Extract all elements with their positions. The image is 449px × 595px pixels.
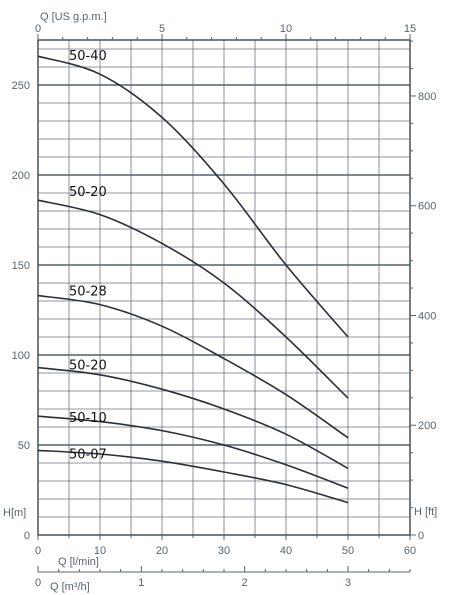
curve-label-50-40: 50-40 — [69, 49, 107, 64]
x-m3h-tick-label: 2 — [242, 577, 248, 589]
x-tick-label: 20 — [156, 545, 168, 557]
x-top-tick-label: 5 — [159, 23, 165, 35]
x-top-tick-label: 10 — [280, 23, 292, 35]
y-tick-label: 100 — [12, 350, 30, 362]
x-tick-label: 0 — [35, 545, 41, 557]
y-tick-label: 50 — [18, 440, 30, 452]
x-axis-title: Q [l/min] — [58, 556, 99, 568]
x-tick-label: 30 — [218, 545, 230, 557]
y-right-tick-label: 200 — [418, 420, 436, 432]
y-right-tick-label: 0 — [418, 530, 424, 542]
x-m3h-tick-label: 1 — [138, 577, 144, 589]
y-axis-left-ticks: 0 50 100 150 200 250 — [12, 80, 30, 542]
y-tick-label: 150 — [12, 260, 30, 272]
curve-50-10 — [37, 415, 349, 489]
y-tick-label: 250 — [12, 80, 30, 92]
x-top-axis-title: Q [US g.p.m.] — [40, 11, 107, 23]
y-right-tick-label: 400 — [418, 310, 436, 322]
curve-50-40 — [37, 55, 349, 338]
x-axis-top-ticks: 0 5 10 15 — [35, 23, 416, 35]
x-tick-label: 10 — [94, 545, 106, 557]
curve-label-50-10: 50-10 — [69, 411, 107, 426]
curve-50-07 — [37, 449, 349, 504]
grid-major — [38, 84, 410, 446]
y-axis-right-ticks: 0 200 400 600 800 — [418, 91, 436, 542]
x-m3h-tick-label: 3 — [345, 577, 351, 589]
curve-50-20 — [37, 366, 349, 470]
y-tick-label: 0 — [24, 530, 30, 542]
performance-curves — [37, 55, 349, 504]
x-axis-m3h-ticks: 0 1 2 3 — [35, 577, 351, 589]
y-tick-label: 200 — [12, 170, 30, 182]
x-m3h-tick-label: 0 — [35, 577, 41, 589]
x-top-tick-label: 15 — [404, 23, 416, 35]
y-axis-title: H[m] — [3, 507, 26, 519]
y-right-axis-title: H [ft] — [414, 506, 437, 518]
x-axis-bottom-ticks: 0 10 20 30 40 50 60 — [35, 545, 416, 557]
curve-labels: 50-40 50-20 50-28 50-20 50-10 50-07 — [69, 49, 107, 462]
y-right-tick-label: 600 — [418, 201, 436, 213]
curve-50-20 — [37, 199, 349, 399]
x-tick-label: 40 — [280, 545, 292, 557]
plot-frame — [37, 34, 416, 573]
curve-label-50-28: 50-28 — [69, 285, 107, 300]
y-right-tick-label: 800 — [418, 91, 436, 103]
curve-label-50-20: 50-20 — [69, 185, 107, 200]
x-tick-label: 50 — [342, 545, 354, 557]
x-top-tick-label: 0 — [35, 23, 41, 35]
curve-50-28 — [37, 294, 349, 439]
x-m3h-axis-title: Q [m³/h] — [50, 581, 90, 593]
curve-label-50-20: 50-20 — [69, 359, 107, 374]
curve-label-50-07: 50-07 — [69, 447, 107, 462]
x-tick-label: 60 — [404, 545, 416, 557]
